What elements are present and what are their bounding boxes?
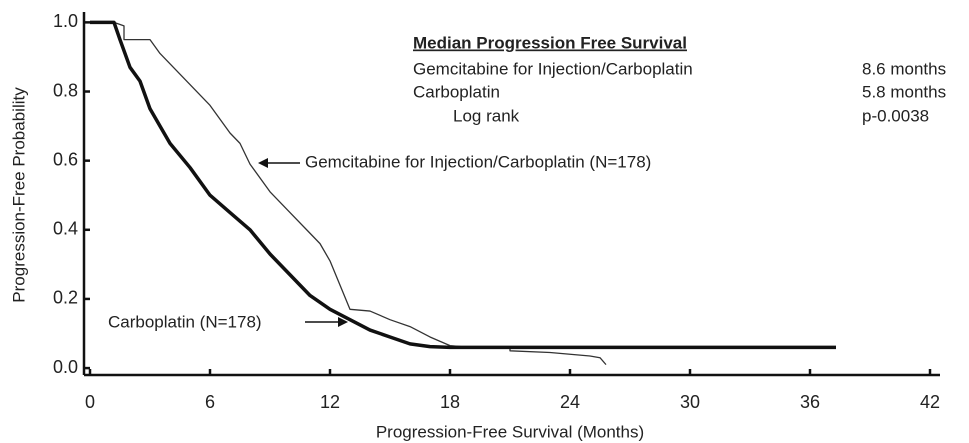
x-axis-title: Progression-Free Survival (Months) (376, 422, 644, 441)
median-label: Gemcitabine for Injection/Carboplatin (413, 59, 693, 78)
x-tick-label: 30 (680, 392, 700, 412)
y-tick-label: 0.6 (53, 149, 78, 169)
x-tick-label: 18 (440, 392, 460, 412)
median-title: Median Progression Free Survival (413, 33, 687, 52)
x-tick-label: 12 (320, 392, 340, 412)
series-line (90, 20, 836, 350)
x-tick-label: 6 (205, 392, 215, 412)
series-label: Gemcitabine for Injection/Carboplatin (N… (305, 152, 651, 171)
arrow-head (338, 317, 348, 327)
y-tick-label: 1.0 (53, 11, 78, 31)
series-label: Carboplatin (N=178) (108, 312, 262, 331)
median-label: Carboplatin (413, 82, 500, 101)
x-tick-label: 36 (800, 392, 820, 412)
arrow-head (258, 158, 268, 168)
median-value: p-0.0038 (862, 106, 929, 125)
x-tick-label: 24 (560, 392, 580, 412)
y-tick-label: 0.4 (53, 219, 78, 239)
x-tick-label: 0 (85, 392, 95, 412)
series-line (90, 21, 607, 366)
y-tick-label: 0.2 (53, 288, 78, 308)
y-tick-label: 0.0 (53, 357, 78, 377)
median-value: 8.6 months (862, 59, 946, 78)
y-axis-title: Progression-Free Probability (9, 87, 28, 303)
y-tick-label: 0.8 (53, 80, 78, 100)
median-label: Log rank (453, 106, 520, 125)
x-tick-label: 42 (920, 392, 940, 412)
median-value: 5.8 months (862, 82, 946, 101)
